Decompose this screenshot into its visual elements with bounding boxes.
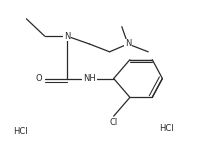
Text: N: N xyxy=(63,32,70,41)
Text: HCl: HCl xyxy=(13,127,27,136)
Text: NH: NH xyxy=(83,74,95,83)
Text: N: N xyxy=(124,39,130,49)
Text: HCl: HCl xyxy=(158,124,173,133)
Text: O: O xyxy=(35,74,42,83)
Text: Cl: Cl xyxy=(109,118,117,127)
